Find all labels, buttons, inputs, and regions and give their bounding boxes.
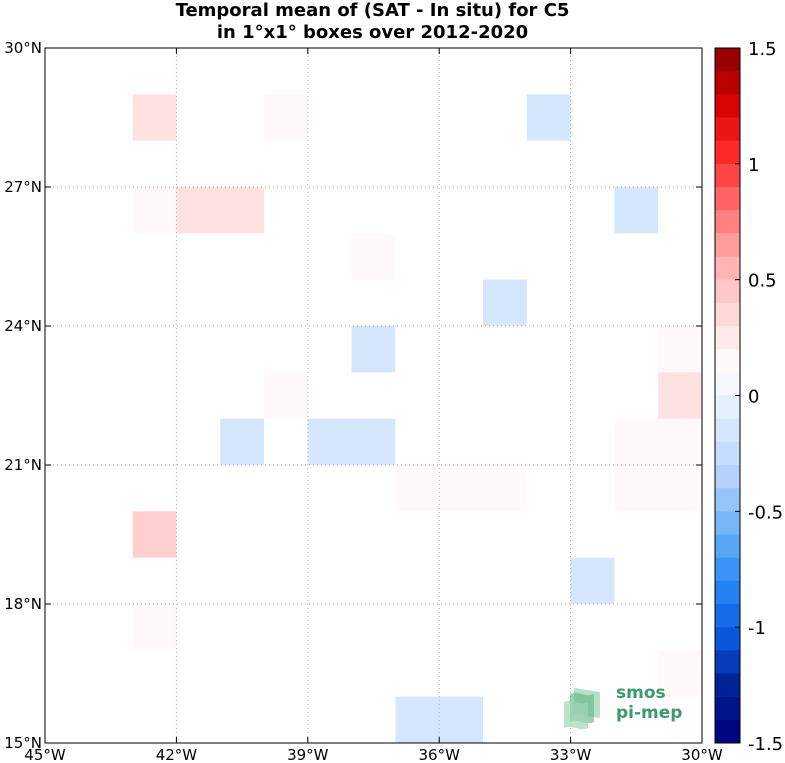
data-cell-3 [132, 187, 177, 234]
data-cell-9 [351, 326, 396, 373]
colorbar-tick-label: 0 [748, 387, 759, 408]
data-cell-10 [264, 372, 308, 419]
smos-pi-mep-logo: smos pi-mep [560, 682, 700, 732]
colorbar-tick-label: -1.5 [748, 734, 783, 755]
colorbar-level [715, 349, 740, 373]
colorbar-level [715, 650, 740, 674]
data-cell-7 [483, 279, 527, 326]
y-tick-label: 30°N [4, 39, 42, 57]
colorbar-tick-label: 0.5 [748, 271, 777, 292]
data-cell-11 [658, 372, 702, 419]
colorbar-level [715, 719, 740, 744]
x-tick-label: 36°W [418, 746, 460, 763]
logo-text-pimep: pi-mep [616, 703, 683, 723]
x-tick-label: 42°W [156, 746, 198, 763]
title-line-1: Temporal mean of (SAT - In situ) for C5 [175, 0, 570, 21]
colorbar-level [715, 48, 740, 72]
y-tick-label: 24°N [4, 317, 42, 335]
colorbar-level [715, 488, 740, 512]
data-cell-18 [132, 604, 177, 651]
title-line-2: in 1°x1° boxes over 2012-2020 [216, 22, 529, 43]
colorbar-level [715, 465, 740, 489]
colorbar-level [715, 441, 740, 466]
colorbar-level [715, 534, 740, 558]
y-tick-label: 18°N [4, 595, 42, 613]
colorbar-level [715, 696, 740, 721]
data-cell-13 [307, 418, 396, 465]
data-cell-16 [132, 511, 177, 558]
colorbar-level [715, 395, 740, 419]
x-tick-label: 30°W [681, 746, 723, 763]
data-cell-6 [351, 233, 396, 280]
colorbar-level [715, 210, 740, 234]
data-cell-0 [132, 94, 177, 141]
colorbar-level [715, 233, 740, 257]
colorbar-level [715, 326, 740, 350]
y-tick-label: 27°N [4, 178, 42, 196]
data-cell-8 [658, 326, 702, 373]
data-cell-4 [176, 187, 264, 234]
colorbar-level [715, 604, 740, 628]
colorbar-level [715, 418, 740, 443]
data-cell-17 [570, 557, 615, 604]
colorbar-level [715, 71, 740, 95]
data-cell-19 [658, 650, 702, 697]
colorbar-level [715, 673, 740, 697]
colorbar-tick-label: 1.5 [748, 39, 777, 60]
colorbar-tick-label: -1 [748, 618, 766, 639]
x-tick-label: 39°W [287, 746, 329, 763]
colorbar-tick-label: 1 [748, 155, 759, 176]
logo-wave-icon [564, 688, 600, 730]
y-tick-label: 15°N [4, 734, 42, 752]
chart-title: Temporal mean of (SAT - In situ) for C5 … [0, 0, 745, 44]
data-cell-2 [526, 94, 571, 141]
colorbar-level [715, 627, 740, 651]
colorbar-level [715, 511, 740, 535]
x-tick-label: 45°W [24, 746, 66, 763]
colorbar-level [715, 187, 740, 211]
colorbar-level [715, 557, 740, 582]
data-cell-1 [264, 94, 308, 141]
colorbar-level [715, 302, 740, 327]
colorbar-level [715, 279, 740, 304]
data-cell-12 [220, 418, 264, 465]
data-cell-14 [614, 418, 702, 512]
logo-text-smos: smos [616, 683, 666, 703]
colorbar-level [715, 580, 740, 605]
colorbar-level [715, 163, 740, 188]
colorbar-tick-label: -0.5 [748, 502, 783, 523]
x-tick-label: 33°W [550, 746, 592, 763]
colorbar-level [715, 94, 740, 118]
colorbar-level [715, 256, 740, 280]
colorbar-level [715, 117, 740, 141]
plot-frame [44, 47, 703, 744]
colorbar-level [715, 140, 740, 165]
data-cell-15 [395, 465, 527, 512]
colorbar-level [715, 372, 740, 396]
data-cell-5 [614, 187, 659, 234]
y-tick-label: 21°N [4, 456, 42, 474]
